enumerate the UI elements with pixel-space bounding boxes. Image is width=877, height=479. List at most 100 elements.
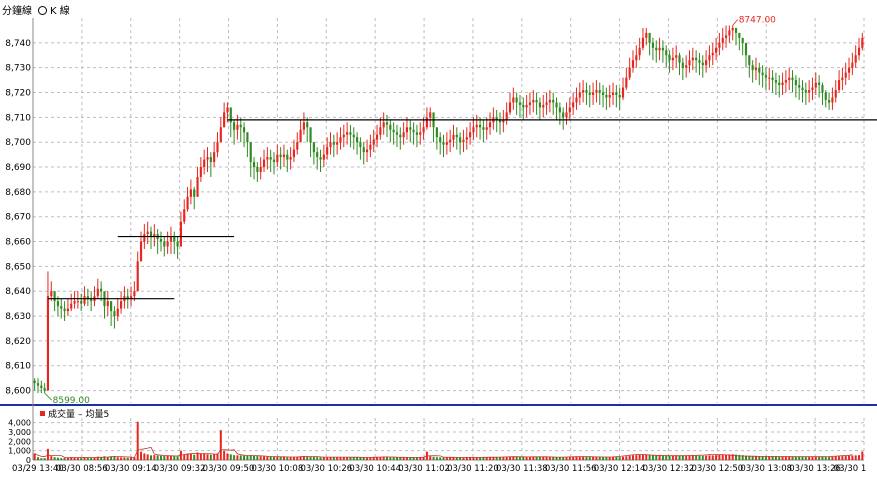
radio-icon[interactable] bbox=[38, 6, 47, 15]
volume-bar bbox=[588, 456, 591, 460]
candle-body bbox=[462, 139, 465, 143]
candle-body bbox=[316, 152, 319, 158]
candle-body bbox=[535, 99, 538, 103]
volume-bar bbox=[685, 455, 688, 460]
candle-body bbox=[452, 134, 455, 140]
candle-body bbox=[213, 152, 216, 163]
volume-bar bbox=[309, 456, 312, 460]
candle-body bbox=[296, 142, 299, 150]
candle-body bbox=[319, 157, 322, 160]
volume-bar bbox=[618, 457, 621, 460]
volume-bar bbox=[452, 457, 455, 460]
tab-minute-line[interactable]: 分鐘線 bbox=[2, 6, 32, 17]
candle-body bbox=[435, 127, 438, 138]
volume-bar bbox=[415, 457, 418, 460]
volume-bar bbox=[784, 456, 787, 460]
volume-bar bbox=[562, 457, 565, 460]
candle-body bbox=[678, 55, 681, 63]
volume-bar bbox=[718, 454, 721, 460]
candle-body bbox=[133, 291, 136, 297]
candle-layer bbox=[33, 25, 864, 394]
volume-bar bbox=[801, 456, 804, 460]
candle-body bbox=[821, 85, 824, 93]
volume-bar bbox=[505, 456, 508, 460]
volume-bar bbox=[489, 457, 492, 460]
candle-body bbox=[731, 27, 734, 31]
volume-bar bbox=[635, 455, 638, 460]
volume-bar bbox=[146, 454, 149, 460]
volume-bar bbox=[462, 457, 465, 460]
candle-body bbox=[572, 102, 575, 108]
volume-bar bbox=[861, 451, 864, 460]
volume-tick-label: 2,000 bbox=[8, 437, 31, 446]
tab-k-line[interactable]: K 線 bbox=[38, 2, 70, 17]
candle-body bbox=[841, 77, 844, 81]
volume-bar bbox=[73, 457, 76, 460]
candle-body bbox=[708, 55, 711, 61]
volume-legend-swatch bbox=[40, 411, 45, 416]
candle-body bbox=[415, 132, 419, 135]
volume-bar bbox=[159, 455, 162, 460]
volume-bar bbox=[542, 456, 545, 460]
volume-bar bbox=[475, 457, 478, 460]
candle-body bbox=[595, 90, 598, 93]
candle-body bbox=[392, 129, 395, 133]
volume-bar bbox=[821, 456, 824, 460]
candle-body bbox=[309, 127, 312, 143]
candle-body bbox=[372, 139, 375, 145]
candle-body bbox=[861, 37, 864, 48]
time-tick-label: 03/30 12:32 bbox=[643, 464, 695, 474]
volume-bar bbox=[382, 456, 385, 460]
volume-bar bbox=[858, 455, 861, 460]
volume-bar bbox=[761, 456, 764, 460]
volume-bar bbox=[608, 457, 611, 460]
volume-bar bbox=[113, 456, 116, 460]
time-tick-label: 03/30 10:26 bbox=[300, 464, 352, 474]
volume-bar bbox=[565, 457, 568, 460]
candle-body bbox=[219, 127, 222, 143]
candle-body bbox=[582, 90, 585, 93]
candle-body bbox=[728, 30, 731, 36]
volume-bar bbox=[741, 455, 744, 460]
volume-bar bbox=[405, 457, 408, 460]
candle-body bbox=[83, 296, 86, 304]
volume-bar bbox=[605, 457, 608, 460]
volume-bar bbox=[130, 457, 133, 460]
volume-bar bbox=[628, 455, 631, 460]
volume-bar bbox=[492, 457, 495, 460]
volume-bar bbox=[558, 457, 561, 460]
volume-bar bbox=[661, 455, 664, 460]
candle-body bbox=[362, 147, 365, 153]
volume-bar bbox=[781, 456, 784, 460]
volume-bar bbox=[369, 457, 372, 460]
candle-body bbox=[459, 137, 462, 143]
candle-body bbox=[80, 301, 83, 304]
candle-body bbox=[439, 137, 442, 143]
volume-bar bbox=[552, 456, 555, 460]
time-tick-label: 03/30 09:50 bbox=[203, 464, 255, 474]
candle-body bbox=[718, 42, 721, 48]
volume-bar bbox=[728, 454, 731, 460]
volume-bar bbox=[93, 457, 96, 460]
candle-body bbox=[302, 122, 305, 130]
volume-bar bbox=[83, 457, 86, 460]
volume-bar bbox=[648, 454, 651, 460]
volume-bar bbox=[189, 453, 192, 460]
candle-body bbox=[43, 388, 46, 391]
volume-bar bbox=[60, 458, 63, 460]
volume-tick-label: 0 bbox=[26, 456, 31, 465]
candle-body bbox=[90, 298, 93, 302]
volume-bar bbox=[336, 457, 339, 460]
candle-body bbox=[239, 124, 242, 128]
volume-bar bbox=[622, 456, 625, 460]
candle-body bbox=[422, 127, 425, 133]
candle-body bbox=[33, 380, 36, 384]
price-tick-label: 8,700 bbox=[5, 138, 31, 148]
candle-body bbox=[196, 176, 199, 197]
low-price-label: 8599.00 bbox=[53, 396, 90, 406]
volume-legend-label: 成交量 bbox=[48, 410, 76, 420]
candle-body bbox=[774, 80, 777, 83]
candle-body bbox=[665, 50, 668, 56]
candle-body bbox=[379, 127, 382, 135]
